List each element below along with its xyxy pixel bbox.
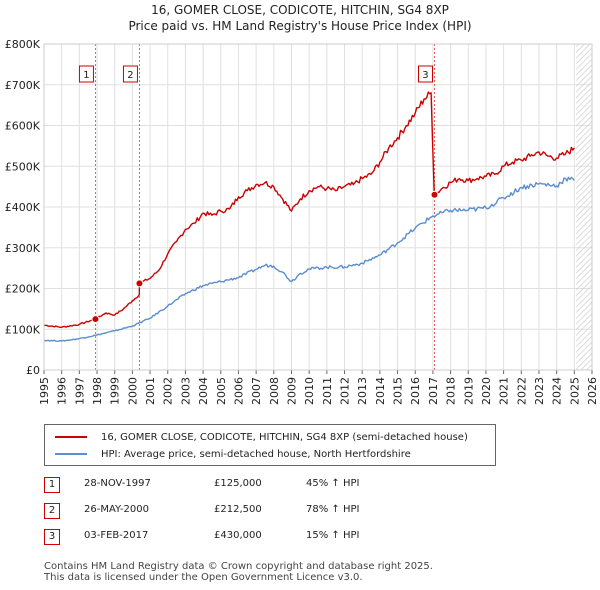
x-tick-label: 2012 [339, 377, 352, 405]
y-tick-label: £0 [26, 364, 40, 377]
transaction-hpi-diff: 45% ↑ HPI [306, 478, 360, 489]
x-tick-label: 2023 [533, 377, 546, 405]
y-tick-label: £300K [5, 242, 41, 255]
forecast-hatch-region [576, 44, 592, 370]
transaction-date: 03-FEB-2017 [84, 530, 149, 541]
series-group [44, 91, 575, 342]
x-tick-label: 2016 [409, 377, 422, 405]
x-tick-label: 2006 [232, 377, 245, 405]
x-tick-label: 2024 [551, 377, 564, 405]
transaction-number: 2 [44, 503, 60, 519]
hpi-line [44, 176, 575, 342]
x-tick-label: 1998 [91, 377, 104, 405]
marker-label-box [122, 65, 138, 83]
marker-label-text: 2 [127, 70, 133, 81]
x-tick-label: 1996 [56, 377, 69, 405]
sale-markers [91, 190, 439, 324]
transaction-price: £212,500 [214, 504, 262, 515]
transaction-price: £125,000 [214, 478, 262, 489]
x-tick-label: 2013 [356, 377, 369, 405]
y-axis: £0 £100K £200K £300K £400K £500K £600K £700K £80… [5, 38, 41, 377]
transaction-price: £430,000 [214, 530, 262, 541]
y-tick-label: £600K [5, 120, 41, 133]
transaction-date: 26-MAY-2000 [84, 504, 150, 515]
x-tick-label: 2001 [144, 377, 157, 405]
x-tick-label: 2018 [445, 377, 458, 405]
x-tick-label: 2021 [498, 377, 511, 405]
x-tick-label: 2014 [374, 377, 387, 405]
price-chart: 1 2 3 £0 £100K £200K £300K £400K £500K £600K £700… [5, 38, 599, 405]
chart-title: 16, GOMER CLOSE, CODICOTE, HITCHIN, SG4 … [151, 3, 449, 17]
legend: 16, GOMER CLOSE, CODICOTE, HITCHIN, SG4 … [44, 424, 496, 466]
property-price-line [44, 91, 575, 328]
marker-label-text: 1 [83, 70, 89, 81]
x-tick-label: 2017 [427, 377, 440, 405]
sale-point [430, 190, 439, 199]
sale-point [135, 279, 144, 288]
x-tick-label: 2000 [126, 377, 139, 405]
x-tick-label: 1995 [38, 377, 51, 405]
x-tick-label: 1997 [73, 377, 86, 405]
x-tick-label: 2019 [462, 377, 475, 405]
x-tick-label: 2022 [515, 377, 528, 405]
y-tick-label: £700K [5, 79, 41, 92]
sale-point [91, 315, 100, 324]
plot-border [43, 43, 593, 371]
marker-label-text: 3 [422, 70, 428, 81]
transaction-row: 3 03-FEB-2017 £430,000 15% ↑ HPI [44, 526, 464, 552]
chart-title-block: 16, GOMER CLOSE, CODICOTE, HITCHIN, SG4 … [0, 2, 600, 34]
x-axis: 1995 1996 1997 1998 1999 2000 2001 2002 2003 2004… [38, 370, 599, 405]
legend-label-property: 16, GOMER CLOSE, CODICOTE, HITCHIN, SG4 … [101, 431, 468, 443]
y-tick-label: £400K [5, 201, 41, 214]
x-tick-label: 2011 [321, 377, 334, 405]
footer-licence: This data is licensed under the Open Gov… [44, 572, 363, 583]
transaction-number: 3 [44, 529, 60, 545]
marker-label-box [78, 65, 94, 83]
x-tick-label: 2015 [392, 377, 405, 405]
legend-swatch-property [55, 436, 87, 438]
legend-label-hpi: HPI: Average price, semi-detached house,… [101, 448, 411, 460]
y-tick-label: £500K [5, 160, 41, 173]
x-tick-label: 2005 [215, 377, 228, 405]
chart-subtitle: Price paid vs. HM Land Registry's House … [128, 19, 472, 33]
x-tick-label: 2025 [568, 377, 581, 405]
y-tick-label: £200K [5, 283, 41, 296]
x-tick-label: 2026 [586, 377, 599, 405]
y-tick-label: £100K [5, 323, 41, 336]
x-tick-label: 2003 [179, 377, 192, 405]
x-tick-label: 2007 [250, 377, 263, 405]
footer-copyright: Contains HM Land Registry data © Crown c… [44, 561, 433, 572]
transaction-number: 1 [44, 477, 60, 493]
x-tick-label: 2002 [162, 377, 175, 405]
legend-item-hpi: HPI: Average price, semi-detached house,… [55, 447, 411, 461]
transaction-hpi-diff: 78% ↑ HPI [306, 504, 360, 515]
x-tick-label: 2008 [268, 377, 281, 405]
x-tick-label: 2004 [197, 377, 210, 405]
transaction-row: 1 28-NOV-1997 £125,000 45% ↑ HPI [44, 474, 464, 500]
marker-label-box [417, 65, 433, 83]
footer: Contains HM Land Registry data © Crown c… [44, 561, 433, 583]
y-tick-label: £800K [5, 38, 41, 51]
transaction-date: 28-NOV-1997 [84, 478, 151, 489]
x-tick-label: 2010 [303, 377, 316, 405]
legend-swatch-hpi [55, 453, 87, 455]
x-tick-label: 2009 [285, 377, 298, 405]
transactions-table: 1 28-NOV-1997 £125,000 45% ↑ HPI 2 26-MA… [44, 474, 464, 552]
marker-labels: 1 2 3 [78, 65, 433, 83]
transaction-row: 2 26-MAY-2000 £212,500 78% ↑ HPI [44, 500, 464, 526]
x-tick-label: 1999 [109, 377, 122, 405]
x-tick-label: 2020 [480, 377, 493, 405]
legend-item-property: 16, GOMER CLOSE, CODICOTE, HITCHIN, SG4 … [55, 430, 468, 444]
transaction-hpi-diff: 15% ↑ HPI [306, 530, 360, 541]
